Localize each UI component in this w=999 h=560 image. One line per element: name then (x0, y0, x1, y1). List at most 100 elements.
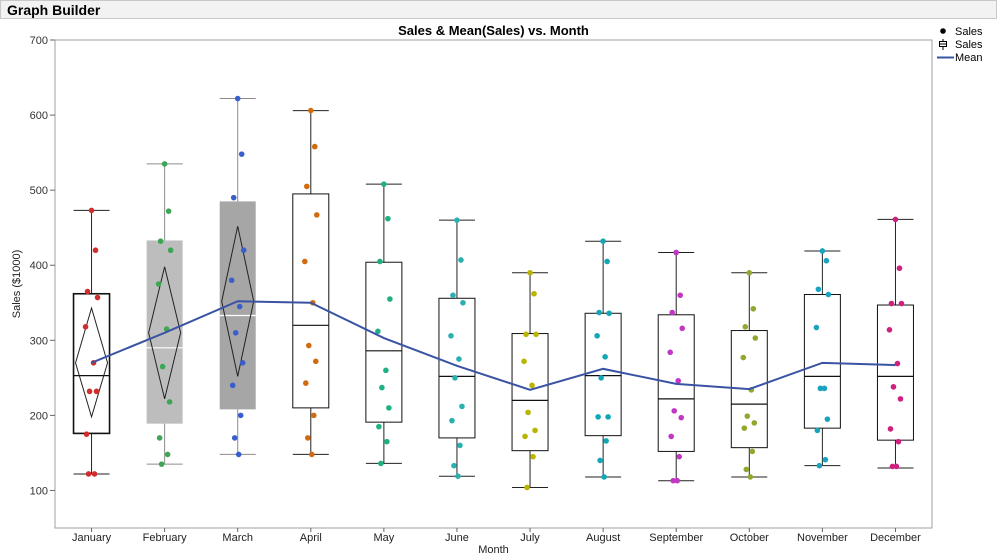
data-point (165, 208, 172, 214)
data-point (231, 435, 238, 441)
box-december (876, 218, 914, 469)
y-tick-label: 200 (30, 410, 48, 422)
legend-item-mean[interactable]: Mean (937, 51, 983, 64)
legend-item-sales-box[interactable]: Sales (937, 38, 983, 51)
data-point (459, 403, 465, 410)
x-tick-label: December (870, 532, 921, 544)
data-point (235, 451, 242, 458)
data-point (310, 412, 317, 419)
data-point (529, 382, 535, 389)
box-october (730, 272, 768, 478)
legend-item-sales-points[interactable]: Sales (937, 25, 983, 38)
data-point (675, 378, 682, 384)
data-point (895, 438, 902, 445)
box-may (365, 183, 403, 464)
data-point (158, 461, 165, 467)
box-iqr (72, 292, 111, 435)
box-april (292, 110, 330, 455)
data-point (667, 349, 674, 356)
data-point (897, 396, 904, 402)
x-tick-label: May (373, 532, 394, 544)
data-point (451, 462, 457, 469)
box-november (803, 250, 841, 467)
data-point (600, 238, 606, 245)
x-tick-label: January (72, 532, 112, 544)
data-point (749, 448, 756, 455)
data-point (157, 238, 164, 245)
data-point (886, 326, 893, 333)
mean-line (91, 300, 896, 391)
box-iqr (584, 312, 622, 437)
data-point (896, 265, 903, 272)
data-point (531, 290, 537, 297)
data-point (452, 375, 458, 381)
data-point (455, 473, 461, 479)
data-point (239, 360, 246, 366)
data-point (746, 269, 753, 276)
data-point (606, 310, 612, 317)
x-tick-label: November (797, 532, 848, 544)
data-point (740, 354, 747, 361)
data-point (164, 451, 171, 458)
data-point (385, 215, 391, 222)
data-point (301, 258, 308, 265)
x-tick-label: March (222, 532, 253, 544)
data-point (888, 300, 895, 307)
data-point (238, 151, 245, 157)
box-september (657, 251, 695, 482)
data-point (312, 358, 319, 365)
data-point (448, 333, 454, 339)
data-point (383, 367, 389, 374)
data-point (601, 474, 607, 480)
data-point (457, 442, 463, 449)
data-point (533, 331, 539, 338)
data-point (237, 412, 244, 419)
data-point (750, 305, 757, 312)
data-point (605, 414, 611, 420)
data-point (677, 292, 684, 299)
box-february (146, 163, 183, 465)
data-point (159, 363, 166, 370)
data-point (743, 466, 750, 473)
data-point (450, 292, 456, 299)
data-point (88, 207, 95, 214)
data-point (594, 333, 600, 339)
data-point (597, 457, 603, 464)
data-point (669, 309, 676, 316)
data-point (234, 95, 241, 102)
data-point (379, 384, 385, 391)
data-point (387, 296, 393, 302)
data-point (521, 358, 527, 365)
data-point (311, 143, 318, 150)
mean-diamond (75, 306, 109, 419)
x-tick-label: October (730, 532, 769, 544)
data-point (602, 354, 608, 360)
data-point (741, 425, 748, 431)
data-point (304, 435, 311, 441)
data-point (229, 382, 236, 389)
data-point (898, 300, 905, 307)
data-point (824, 416, 831, 422)
data-point (84, 288, 91, 295)
data-point (525, 409, 531, 416)
data-point (302, 380, 309, 386)
data-point (384, 438, 390, 445)
box-july (511, 272, 549, 488)
box-iqr (292, 193, 330, 409)
legend-label: Sales (955, 38, 983, 51)
box-iqr (365, 261, 403, 423)
data-point (240, 247, 247, 254)
data-point (817, 385, 824, 392)
data-point (815, 286, 822, 293)
data-point (678, 414, 685, 421)
data-point (676, 453, 683, 460)
data-point (530, 453, 536, 460)
data-point (814, 427, 821, 434)
legend-label: Mean (955, 51, 983, 64)
data-point (93, 388, 100, 395)
y-tick-label: 400 (30, 260, 48, 272)
x-tick-label: June (445, 532, 469, 544)
data-point (85, 471, 92, 477)
data-point (821, 385, 828, 392)
